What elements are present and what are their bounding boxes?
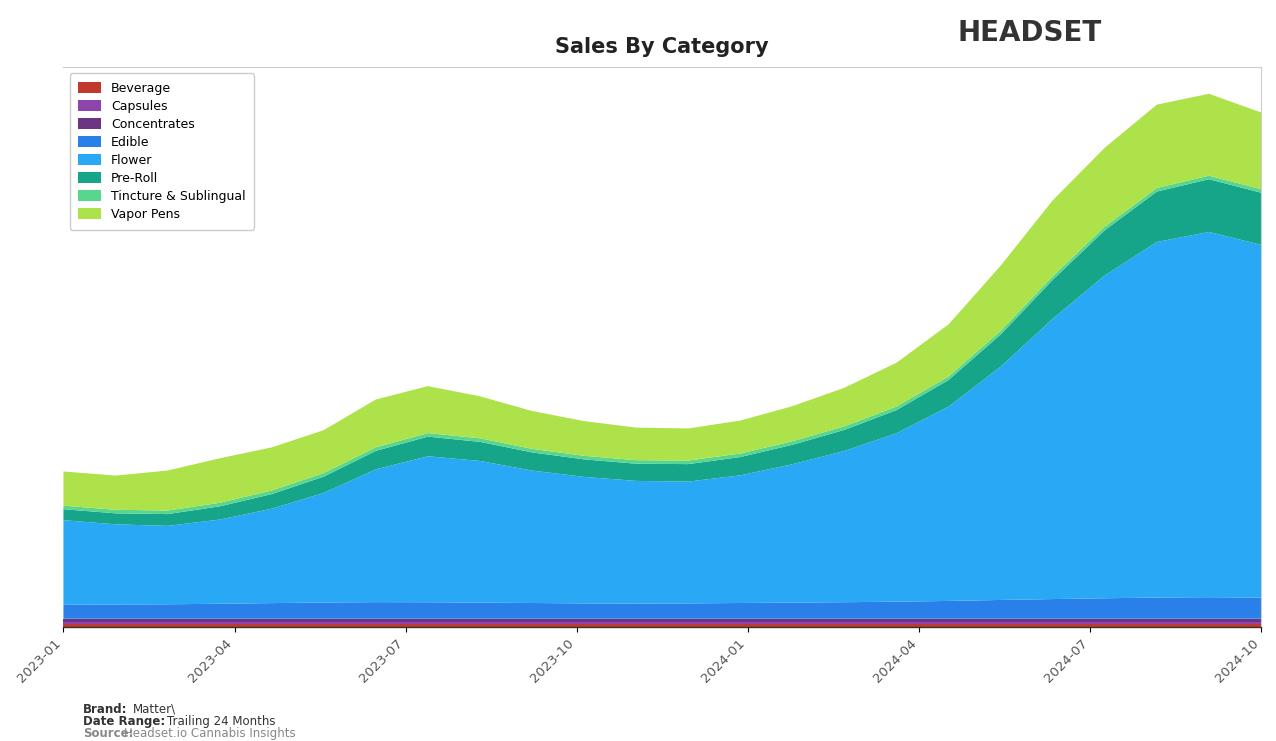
Text: HEADSET: HEADSET <box>957 19 1101 47</box>
Legend: Beverage, Capsules, Concentrates, Edible, Flower, Pre-Roll, Tincture & Sublingua: Beverage, Capsules, Concentrates, Edible… <box>70 73 254 230</box>
Text: Date Range:: Date Range: <box>83 715 165 728</box>
Text: Headset.io Cannabis Insights: Headset.io Cannabis Insights <box>124 727 296 740</box>
Text: Brand:: Brand: <box>83 703 128 716</box>
Title: Sales By Category: Sales By Category <box>555 37 769 57</box>
Text: Source:: Source: <box>83 727 134 740</box>
Text: Trailing 24 Months: Trailing 24 Months <box>167 715 276 728</box>
Text: Matter\: Matter\ <box>133 703 176 716</box>
